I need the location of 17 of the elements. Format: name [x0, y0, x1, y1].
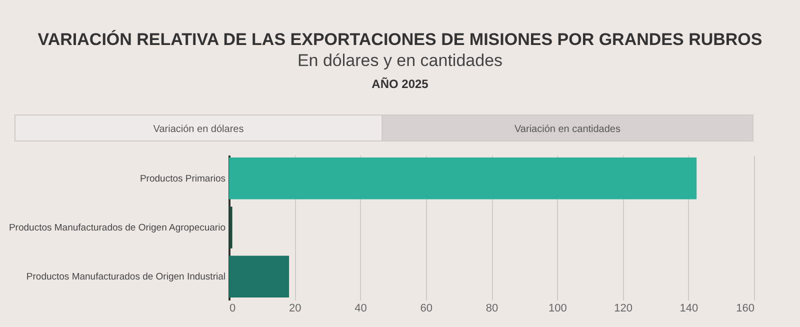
x-tick-label: 40	[354, 302, 367, 314]
x-tick-label: 120	[614, 302, 632, 314]
y-tick-label: Productos Primarios	[140, 173, 226, 184]
chart-title: VARIACIÓN RELATIVA DE LAS EXPORTACIONES DE MISIONES POR GRANDES RUBROS	[38, 29, 762, 49]
y-tick-label: Productos Manufacturados de Origen Industrial	[26, 272, 226, 283]
text: AÑO 2025	[372, 77, 429, 91]
text: Variación en dólares	[153, 124, 244, 135]
x-tick-label: 160	[736, 302, 754, 314]
x-tick-label: 0	[230, 302, 236, 314]
text: Variación en cantidades	[514, 124, 620, 135]
x-tick-label: 60	[420, 302, 432, 314]
y-tick-label: Productos Manufacturados de Origen Agropecuario	[8, 222, 226, 234]
x-tick-label: 140	[680, 302, 698, 314]
chart-subtitle: En dólares y en cantidades	[297, 51, 503, 70]
x-tick-label: 80	[486, 302, 498, 314]
x-tick-label: 20	[289, 302, 302, 314]
x-tick-label: 100	[548, 302, 567, 314]
